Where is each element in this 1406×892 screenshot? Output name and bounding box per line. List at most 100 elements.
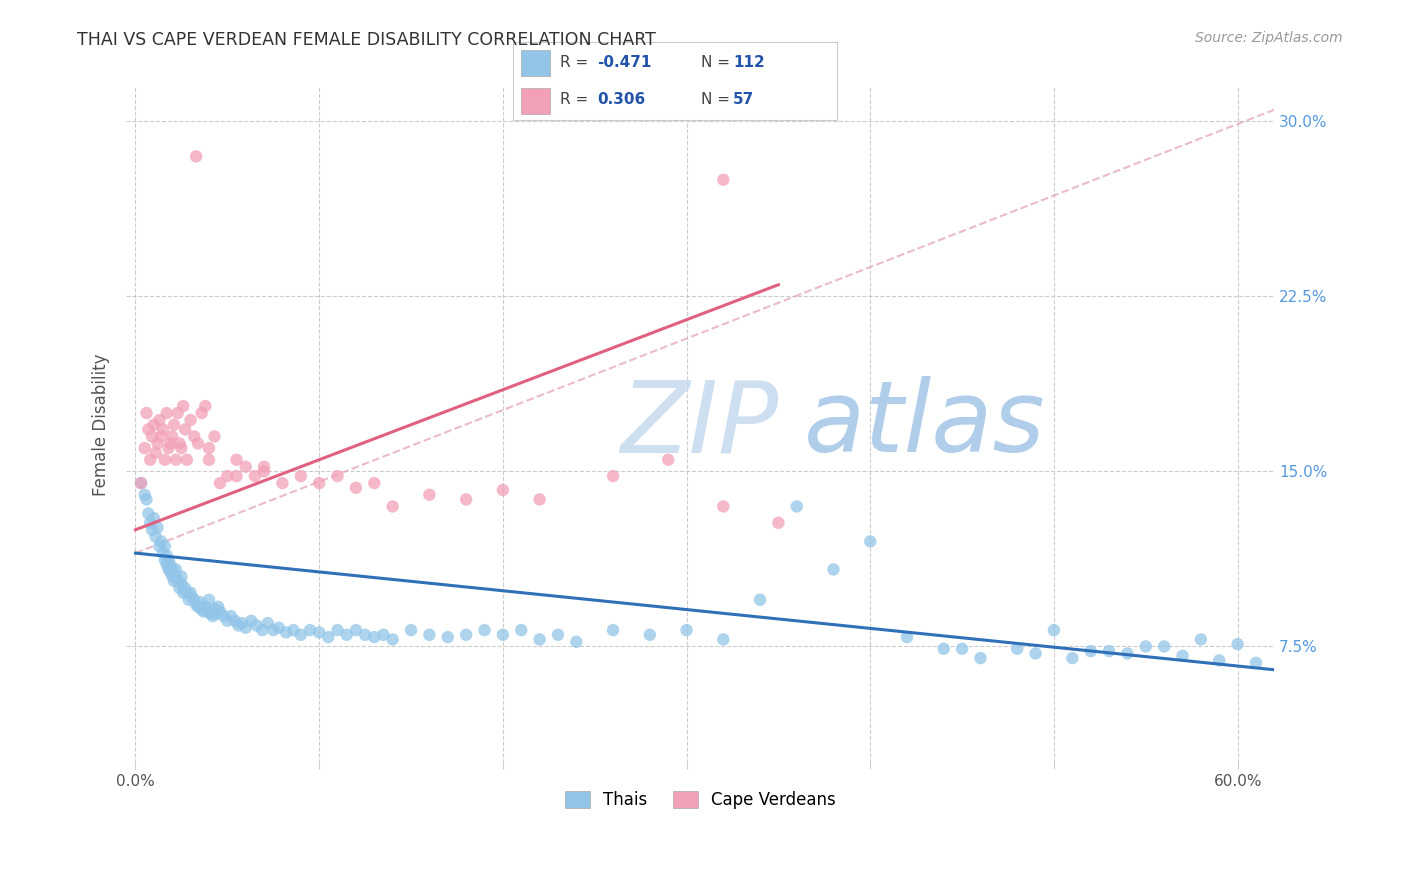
- Point: [711, 500, 734, 514]
- FancyBboxPatch shape: [522, 50, 550, 76]
- Point: [190, 602, 212, 616]
- Point: [170, 441, 193, 455]
- Point: [711, 172, 734, 186]
- Text: atlas: atlas: [804, 376, 1045, 474]
- Point: [547, 628, 569, 642]
- Point: [326, 469, 349, 483]
- Point: [208, 476, 231, 491]
- Point: [165, 562, 187, 576]
- Point: [160, 569, 183, 583]
- Text: 112: 112: [733, 55, 765, 70]
- Point: [290, 469, 312, 483]
- Point: [187, 599, 209, 614]
- Point: [896, 630, 918, 644]
- FancyBboxPatch shape: [522, 88, 550, 114]
- Point: [148, 539, 170, 553]
- Point: [135, 406, 157, 420]
- Point: [950, 641, 973, 656]
- Point: [225, 452, 247, 467]
- Point: [510, 623, 533, 637]
- Point: [217, 614, 239, 628]
- Point: [172, 399, 194, 413]
- Point: [165, 452, 187, 467]
- Point: [492, 628, 515, 642]
- Point: [308, 476, 330, 491]
- Point: [267, 621, 290, 635]
- Point: [194, 399, 217, 413]
- Point: [381, 500, 404, 514]
- Point: [711, 632, 734, 647]
- Point: [1098, 644, 1121, 658]
- Point: [170, 576, 193, 591]
- Point: [138, 507, 160, 521]
- Point: [344, 481, 367, 495]
- Point: [146, 520, 169, 534]
- Point: [240, 614, 263, 628]
- Y-axis label: Female Disability: Female Disability: [93, 353, 110, 496]
- Point: [159, 558, 181, 572]
- Point: [1025, 647, 1047, 661]
- Point: [183, 429, 205, 443]
- Point: [354, 628, 377, 642]
- Point: [134, 441, 156, 455]
- Point: [363, 476, 385, 491]
- Point: [184, 598, 207, 612]
- Point: [529, 632, 551, 647]
- Point: [1005, 641, 1028, 656]
- Point: [198, 592, 221, 607]
- Point: [174, 422, 197, 436]
- Point: [176, 452, 198, 467]
- Point: [492, 483, 515, 497]
- Point: [326, 623, 349, 637]
- Point: [243, 469, 266, 483]
- Point: [1189, 632, 1212, 647]
- Point: [180, 586, 202, 600]
- Point: [135, 492, 157, 507]
- Point: [150, 429, 173, 443]
- Point: [932, 641, 955, 656]
- Point: [399, 623, 422, 637]
- Point: [177, 592, 200, 607]
- Point: [139, 516, 162, 530]
- Point: [195, 604, 218, 618]
- Point: [253, 464, 276, 478]
- Point: [156, 406, 179, 420]
- Point: [163, 574, 186, 588]
- Point: [344, 623, 367, 637]
- Point: [157, 441, 180, 455]
- Point: [169, 581, 191, 595]
- Point: [308, 625, 330, 640]
- Point: [170, 569, 193, 583]
- Text: -0.471: -0.471: [598, 55, 651, 70]
- Point: [174, 581, 197, 595]
- Point: [602, 469, 624, 483]
- Point: [1153, 640, 1175, 654]
- Point: [283, 623, 305, 637]
- Point: [145, 530, 167, 544]
- Point: [373, 628, 395, 642]
- Point: [602, 623, 624, 637]
- Point: [529, 492, 551, 507]
- Point: [657, 452, 679, 467]
- Point: [219, 609, 242, 624]
- Point: [675, 623, 697, 637]
- Point: [145, 446, 167, 460]
- Point: [129, 476, 152, 491]
- Point: [207, 599, 229, 614]
- Point: [141, 429, 163, 443]
- Point: [381, 632, 404, 647]
- Text: 0.306: 0.306: [598, 92, 645, 107]
- Point: [274, 625, 297, 640]
- Point: [157, 553, 180, 567]
- Point: [1135, 640, 1157, 654]
- Point: [166, 574, 188, 588]
- Point: [749, 592, 772, 607]
- Point: [169, 436, 191, 450]
- Point: [252, 623, 274, 637]
- Point: [969, 651, 991, 665]
- Point: [859, 534, 882, 549]
- Point: [142, 417, 165, 432]
- Point: [363, 630, 385, 644]
- Legend: Thais, Cape Verdeans: Thais, Cape Verdeans: [551, 778, 849, 822]
- Point: [318, 630, 340, 644]
